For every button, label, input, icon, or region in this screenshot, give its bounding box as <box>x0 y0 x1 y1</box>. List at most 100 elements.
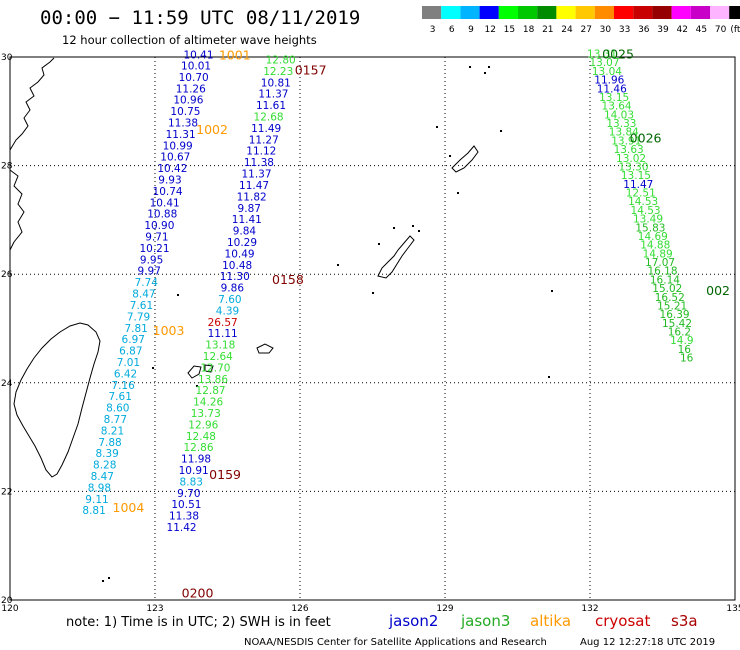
latitude-label: 28 <box>1 162 13 172</box>
swh-value: 13.04 <box>592 66 622 78</box>
latitude-label: 30 <box>1 53 13 63</box>
island-dot <box>108 577 110 579</box>
pass-time-label: 1002 <box>196 122 228 137</box>
legend-swatch <box>479 6 499 19</box>
swh-value: 14.69 <box>638 231 668 243</box>
swh-value: 11.26 <box>176 83 206 95</box>
swh-value: 9.11 <box>85 494 108 506</box>
swh-value: 9.70 <box>177 488 200 500</box>
legend-label: 45 <box>696 25 707 35</box>
legend-swatch <box>594 6 614 19</box>
swh-value: 11.46 <box>597 83 627 95</box>
swh-value: 11.47 <box>239 180 269 192</box>
island-dot <box>337 264 339 266</box>
swh-value: 12.80 <box>266 55 296 67</box>
longitude-label: 135 <box>726 604 740 614</box>
swh-value: 13.63 <box>614 144 644 156</box>
swh-value: 8.21 <box>101 425 124 437</box>
swh-value: 10.41 <box>183 50 213 62</box>
island-dot <box>500 130 502 132</box>
taiwan-outline <box>13 322 101 478</box>
legend-label: 21 <box>542 25 553 35</box>
swh-value: 16.52 <box>655 292 685 304</box>
swh-value: 11.96 <box>594 75 624 87</box>
swh-value: 12.23 <box>263 66 293 78</box>
swh-value: 10.41 <box>150 197 180 209</box>
footer-credit: NOAA/NESDIS Center for Satellite Applica… <box>244 637 547 648</box>
swh-value: 10.70 <box>179 72 209 84</box>
swh-value: 11.37 <box>258 89 288 101</box>
island-dot <box>551 290 553 292</box>
swh-value: 9.84 <box>233 226 257 238</box>
swh-value: 14.9 <box>670 335 693 347</box>
pass-time-label: 1001 <box>219 48 251 63</box>
island-dot <box>102 580 104 582</box>
longitude-label: 126 <box>291 604 308 614</box>
swh-value: 10.90 <box>144 220 174 232</box>
legend-label: 15 <box>504 25 515 35</box>
swh-value: 15.42 <box>662 318 692 330</box>
legend-swatch <box>633 6 653 19</box>
swh-value: 13.02 <box>616 153 646 165</box>
swath-track: 12.8012.2310.8111.3711.6112.6811.4911.27… <box>167 55 296 535</box>
legend-swatch <box>690 6 710 19</box>
swh-value: 11.82 <box>237 191 267 203</box>
swh-value: 7.16 <box>111 380 135 392</box>
swh-value: 8.39 <box>95 448 118 460</box>
satellite-name: jason2 <box>388 612 438 630</box>
swh-value: 7.61 <box>109 391 132 403</box>
legend-label: 27 <box>580 25 591 35</box>
swh-value: 10.29 <box>227 237 257 249</box>
island-dot <box>378 243 380 245</box>
swh-value: 26.57 <box>208 317 238 329</box>
swh-value: 9.93 <box>158 175 181 187</box>
swh-value: 10.91 <box>179 465 209 477</box>
swh-value: 13.15 <box>599 92 629 104</box>
longitude-label: 123 <box>146 604 163 614</box>
swh-value: 13.73 <box>191 408 221 420</box>
swh-value: 16 <box>680 353 694 365</box>
island-dot <box>457 192 459 194</box>
swh-value: 9.71 <box>145 232 168 244</box>
island-dot <box>469 66 471 68</box>
swh-value: 11.27 <box>249 134 279 146</box>
legend-label: 30 <box>600 25 612 35</box>
swh-value: 15.02 <box>652 283 682 295</box>
swh-value: 7.88 <box>98 437 121 449</box>
swh-value: 11.37 <box>241 169 271 181</box>
swh-value: 13.86 <box>198 374 228 386</box>
swh-value: 11.38 <box>168 118 198 130</box>
swh-value: 10.75 <box>170 106 200 118</box>
swh-value: 10.51 <box>171 499 201 511</box>
satellite-legend: jason2 jason3 altika cryosat s3a <box>388 612 698 630</box>
longitude-label: 120 <box>1 604 18 614</box>
pass-time-label: 002 <box>706 283 730 298</box>
swh-value: 11.30 <box>220 271 250 283</box>
longitude-label: 132 <box>581 604 598 614</box>
swh-value: 13.84 <box>609 127 639 139</box>
okinawa-outline <box>377 235 415 279</box>
island-dot <box>449 155 451 157</box>
swh-value: 10.21 <box>139 243 169 255</box>
island-dot <box>412 225 414 227</box>
island-dot <box>488 66 490 68</box>
legend-label: 6 <box>449 25 455 35</box>
latitude-label: 22 <box>1 487 12 497</box>
swh-value: 14.89 <box>643 248 673 260</box>
swh-value: 13.49 <box>633 214 663 226</box>
swh-value: 11.31 <box>166 129 196 141</box>
swh-value: 10.81 <box>261 77 291 89</box>
swh-value: 11.41 <box>232 214 262 226</box>
altimeter-tracks: 10.4110.0110.7011.2610.9610.7511.3811.31… <box>82 49 693 534</box>
legend-swatch <box>460 6 480 19</box>
swh-value: 14.03 <box>604 109 634 121</box>
pass-time-label: 0158 <box>272 272 304 287</box>
swh-value: 6.87 <box>119 346 142 358</box>
swh-value: 7.61 <box>130 300 153 312</box>
map-frame <box>9 56 736 601</box>
swh-value: 10.96 <box>173 95 203 107</box>
longitude-label: 129 <box>436 604 453 614</box>
legend-swatch <box>498 6 518 19</box>
island-dot <box>436 126 438 128</box>
